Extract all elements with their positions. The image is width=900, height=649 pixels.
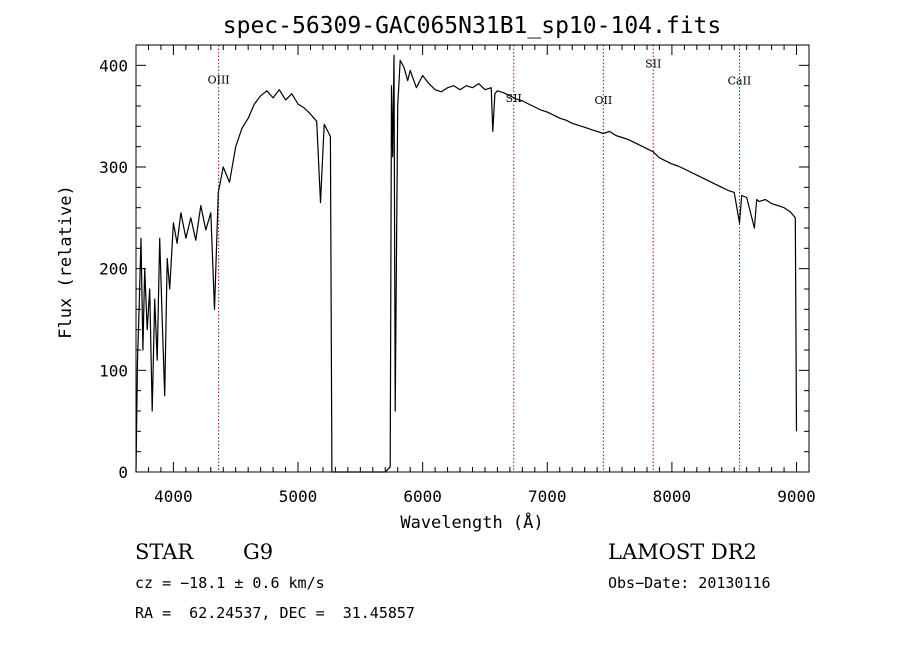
spectral-line-label: OII	[595, 94, 613, 107]
y-tick-label: 300	[99, 158, 128, 177]
y-tick-label: 200	[99, 260, 128, 279]
x-axis-label: Wavelength (Å)	[400, 511, 543, 533]
plot-frame	[135, 44, 810, 473]
y-tick-label: 400	[99, 56, 128, 75]
x-tick-label: 5000	[279, 487, 318, 506]
object-subclass: G9	[243, 540, 274, 564]
redshift-info: cz = −18.1 ± 0.6 km/s	[135, 574, 325, 592]
spectral-line-markers: OIII SII OII SII CaII	[208, 45, 752, 472]
survey-name: LAMOST DR2	[608, 540, 757, 564]
y-axis-label: Flux (relative)	[56, 185, 76, 339]
spectrum-line	[135, 54, 798, 473]
x-tick-label: 8000	[653, 487, 692, 506]
x-tick-label: 9000	[777, 487, 816, 506]
y-tick-label: 100	[99, 361, 128, 380]
chart-title: spec-56309-GAC065N31B1_sp10-104.fits	[223, 13, 722, 39]
x-tick-label: 4000	[154, 487, 193, 506]
spectral-line-label: SII	[645, 57, 661, 70]
observation-date: Obs−Date: 20130116	[608, 574, 771, 592]
x-tick-label: 7000	[528, 487, 567, 506]
spectral-line-label: OIII	[208, 74, 230, 87]
y-tick-label: 0	[118, 463, 128, 482]
axis-ticks: 4000 5000 6000 7000 8000 9000 0 100 200 300 400	[99, 44, 816, 506]
object-class: STAR	[135, 540, 194, 564]
spectral-line-label: SII	[506, 92, 522, 105]
x-tick-label: 6000	[403, 487, 442, 506]
coordinates-info: RA = 62.24537, DEC = 31.45857	[135, 604, 415, 622]
spectral-line-label: CaII	[728, 75, 752, 88]
